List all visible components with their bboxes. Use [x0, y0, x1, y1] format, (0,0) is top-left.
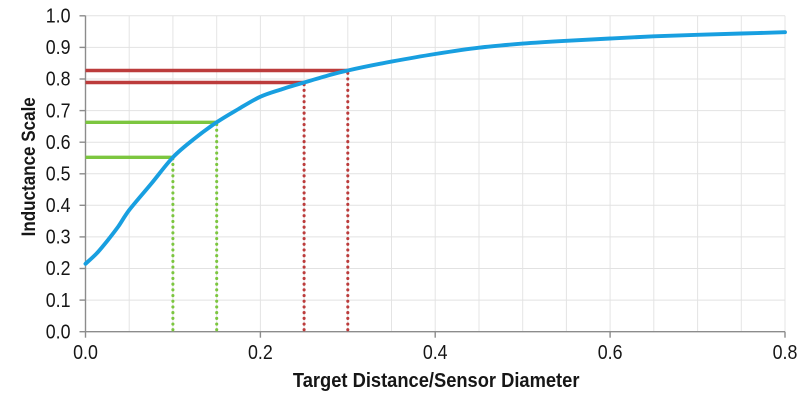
svg-text:0.4: 0.4 [423, 342, 448, 364]
svg-text:0.9: 0.9 [46, 37, 71, 59]
svg-text:0.8: 0.8 [46, 69, 71, 91]
svg-text:0.8: 0.8 [773, 342, 798, 364]
svg-text:0.6: 0.6 [46, 132, 71, 154]
svg-text:0.1: 0.1 [46, 290, 71, 312]
svg-text:Inductance Scale: Inductance Scale [17, 97, 39, 236]
svg-text:0.3: 0.3 [46, 227, 71, 249]
svg-text:0.0: 0.0 [46, 321, 71, 343]
svg-text:0.2: 0.2 [248, 342, 273, 364]
svg-text:0.7: 0.7 [46, 100, 71, 122]
svg-text:0.6: 0.6 [598, 342, 623, 364]
svg-text:0.0: 0.0 [73, 342, 98, 364]
svg-text:1.0: 1.0 [46, 6, 71, 28]
svg-text:0.5: 0.5 [46, 163, 71, 185]
svg-text:0.4: 0.4 [46, 195, 71, 217]
svg-text:Target Distance/Sensor Diamete: Target Distance/Sensor Diameter [293, 370, 580, 392]
svg-text:0.2: 0.2 [46, 258, 71, 280]
